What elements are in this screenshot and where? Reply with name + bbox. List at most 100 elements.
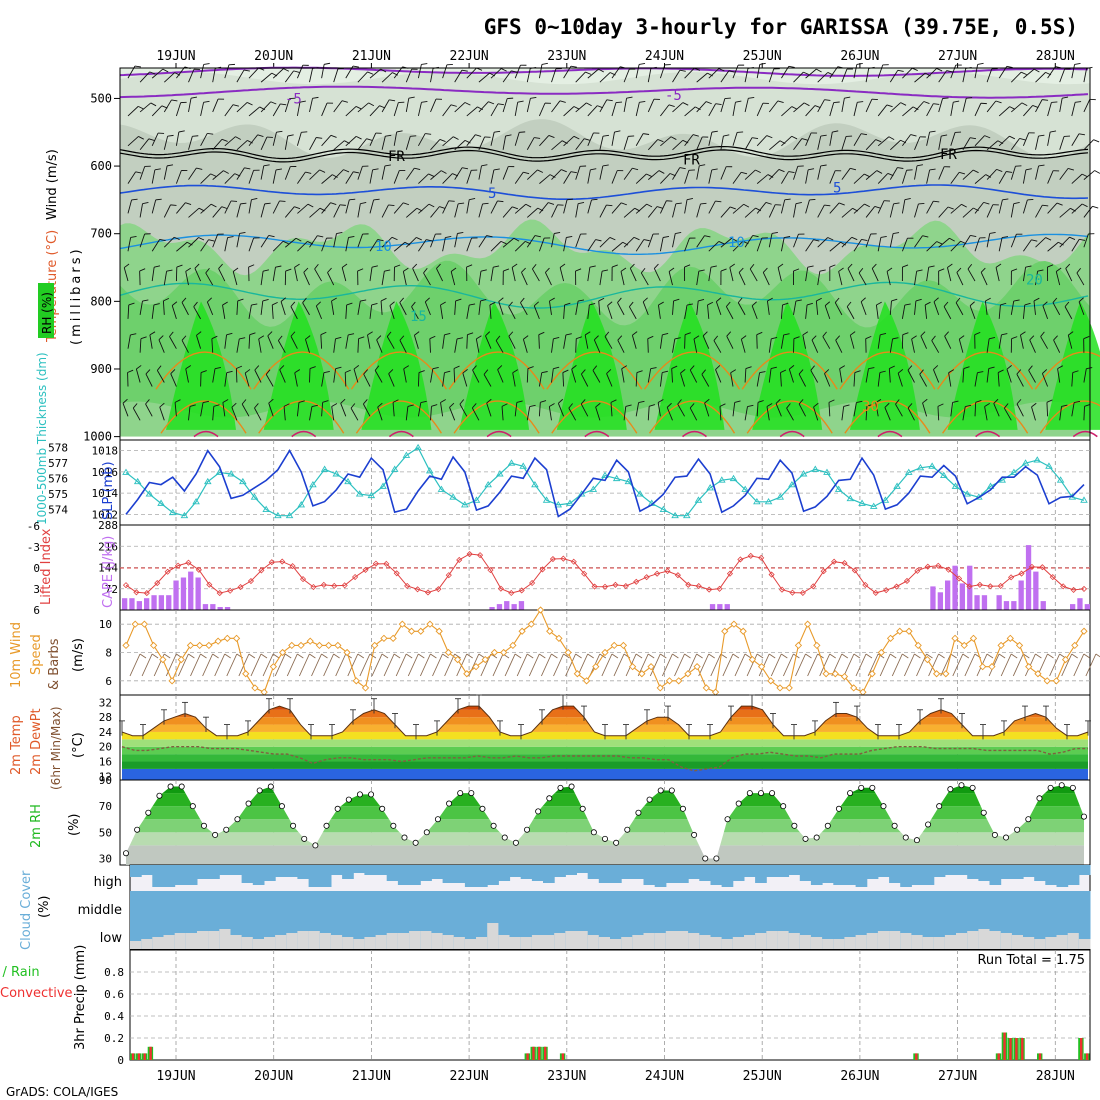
wind-barb <box>659 237 664 252</box>
cloud-middle <box>197 891 209 949</box>
wind-barb <box>780 199 786 214</box>
wind-barb <box>757 400 764 403</box>
wind-barb <box>490 267 494 282</box>
wind-barb <box>623 167 633 180</box>
wind-barb <box>321 402 324 417</box>
cloud-middle <box>275 891 287 949</box>
rh-point <box>1047 784 1054 791</box>
rh-point <box>189 803 196 810</box>
rh-point <box>925 821 932 828</box>
wind-barb <box>202 653 214 677</box>
cloud-high <box>788 865 801 875</box>
wind-barb <box>897 167 904 169</box>
date-label: 25JUN <box>743 1069 782 1084</box>
lifted-index-point <box>320 581 327 588</box>
wind-barb <box>621 368 625 383</box>
wind-barb <box>169 331 174 337</box>
wind-barb <box>770 366 777 370</box>
wind-barb <box>832 130 839 133</box>
wind-barb <box>571 368 577 383</box>
wind-barb <box>185 202 192 206</box>
wind-barb <box>599 165 604 180</box>
wind-barb <box>659 372 663 387</box>
wind-barb <box>418 239 427 252</box>
wind-barb <box>249 332 256 336</box>
lifted-index-markers <box>122 550 1088 597</box>
wind-barb <box>696 235 705 248</box>
wind-barb <box>922 402 928 417</box>
cloud-middle <box>509 891 522 949</box>
wind-barb <box>702 335 710 349</box>
cloud-middle <box>241 891 254 949</box>
wind-barb <box>889 300 892 315</box>
cloud-low <box>621 937 633 949</box>
wind-barb <box>1011 268 1018 272</box>
wind-barb <box>984 403 990 407</box>
cloud-low <box>721 939 734 949</box>
wind-barb <box>495 335 501 341</box>
lifted-index-point <box>570 558 577 565</box>
wind-barb <box>171 301 178 306</box>
wind-barb <box>371 265 378 268</box>
cloud-low <box>710 937 723 949</box>
wind-barb <box>241 399 247 405</box>
cloud-panel: high middle low Cloud Cover (%) <box>19 864 1091 950</box>
rh-point <box>490 822 497 829</box>
wind-barb <box>980 272 988 286</box>
wind-barb <box>190 96 198 99</box>
cape-label: CAPE (J/kg) <box>101 536 116 608</box>
cloud-middle <box>308 891 321 949</box>
wind-barb <box>758 653 770 677</box>
wind-barb <box>339 204 346 206</box>
lifted-index-point <box>206 581 213 588</box>
cloud-low <box>375 935 388 949</box>
wind-barb <box>374 370 383 383</box>
lifted-index-point <box>695 583 702 590</box>
wind-barb <box>803 71 809 75</box>
wind-barb <box>565 653 577 677</box>
wind-barb <box>358 336 365 340</box>
wind-barb <box>877 104 888 117</box>
wind-barb <box>194 268 202 282</box>
wind-barb <box>260 271 264 286</box>
thickness-point <box>963 490 971 497</box>
wind-barb <box>345 171 354 184</box>
wind-barb <box>1025 168 1032 171</box>
wind-barb <box>235 368 238 383</box>
wind-barb <box>1083 206 1093 218</box>
wind-barb <box>563 237 567 252</box>
cape-bar <box>489 607 495 610</box>
wind-barb <box>811 335 817 341</box>
wind-barb <box>684 134 694 147</box>
wind-barb <box>538 372 543 387</box>
wind-barb <box>497 200 504 203</box>
wind-barb <box>408 96 415 99</box>
wind-barb <box>879 370 886 374</box>
wind-barb <box>672 233 676 248</box>
cloud-middle <box>1000 891 1013 949</box>
lifted-index-point <box>778 586 786 593</box>
lifted-index-point <box>227 587 234 594</box>
temp2m-label-2: 2m DewPt <box>29 708 44 775</box>
wind-barb <box>357 653 365 659</box>
wind-barb <box>527 207 539 218</box>
wind-barb <box>139 268 146 272</box>
wind-barb <box>756 64 761 79</box>
cloud-high <box>866 865 879 879</box>
wind-barb <box>827 237 834 241</box>
wind-barb <box>424 297 430 303</box>
wind-barb <box>938 237 950 248</box>
wind-barb <box>1035 271 1039 286</box>
cloud-high <box>152 865 164 887</box>
wind-barb <box>1016 373 1024 387</box>
wind-barb <box>989 337 996 340</box>
thickness-point <box>799 470 808 477</box>
wind-barb <box>297 203 309 214</box>
wind-barb <box>888 136 895 140</box>
wind-barb <box>766 406 770 421</box>
cloud-middle <box>777 891 790 949</box>
cape-bar <box>158 595 164 610</box>
wind-barb <box>749 263 755 270</box>
wind-barb <box>889 233 894 248</box>
wind-barb <box>1074 62 1081 65</box>
